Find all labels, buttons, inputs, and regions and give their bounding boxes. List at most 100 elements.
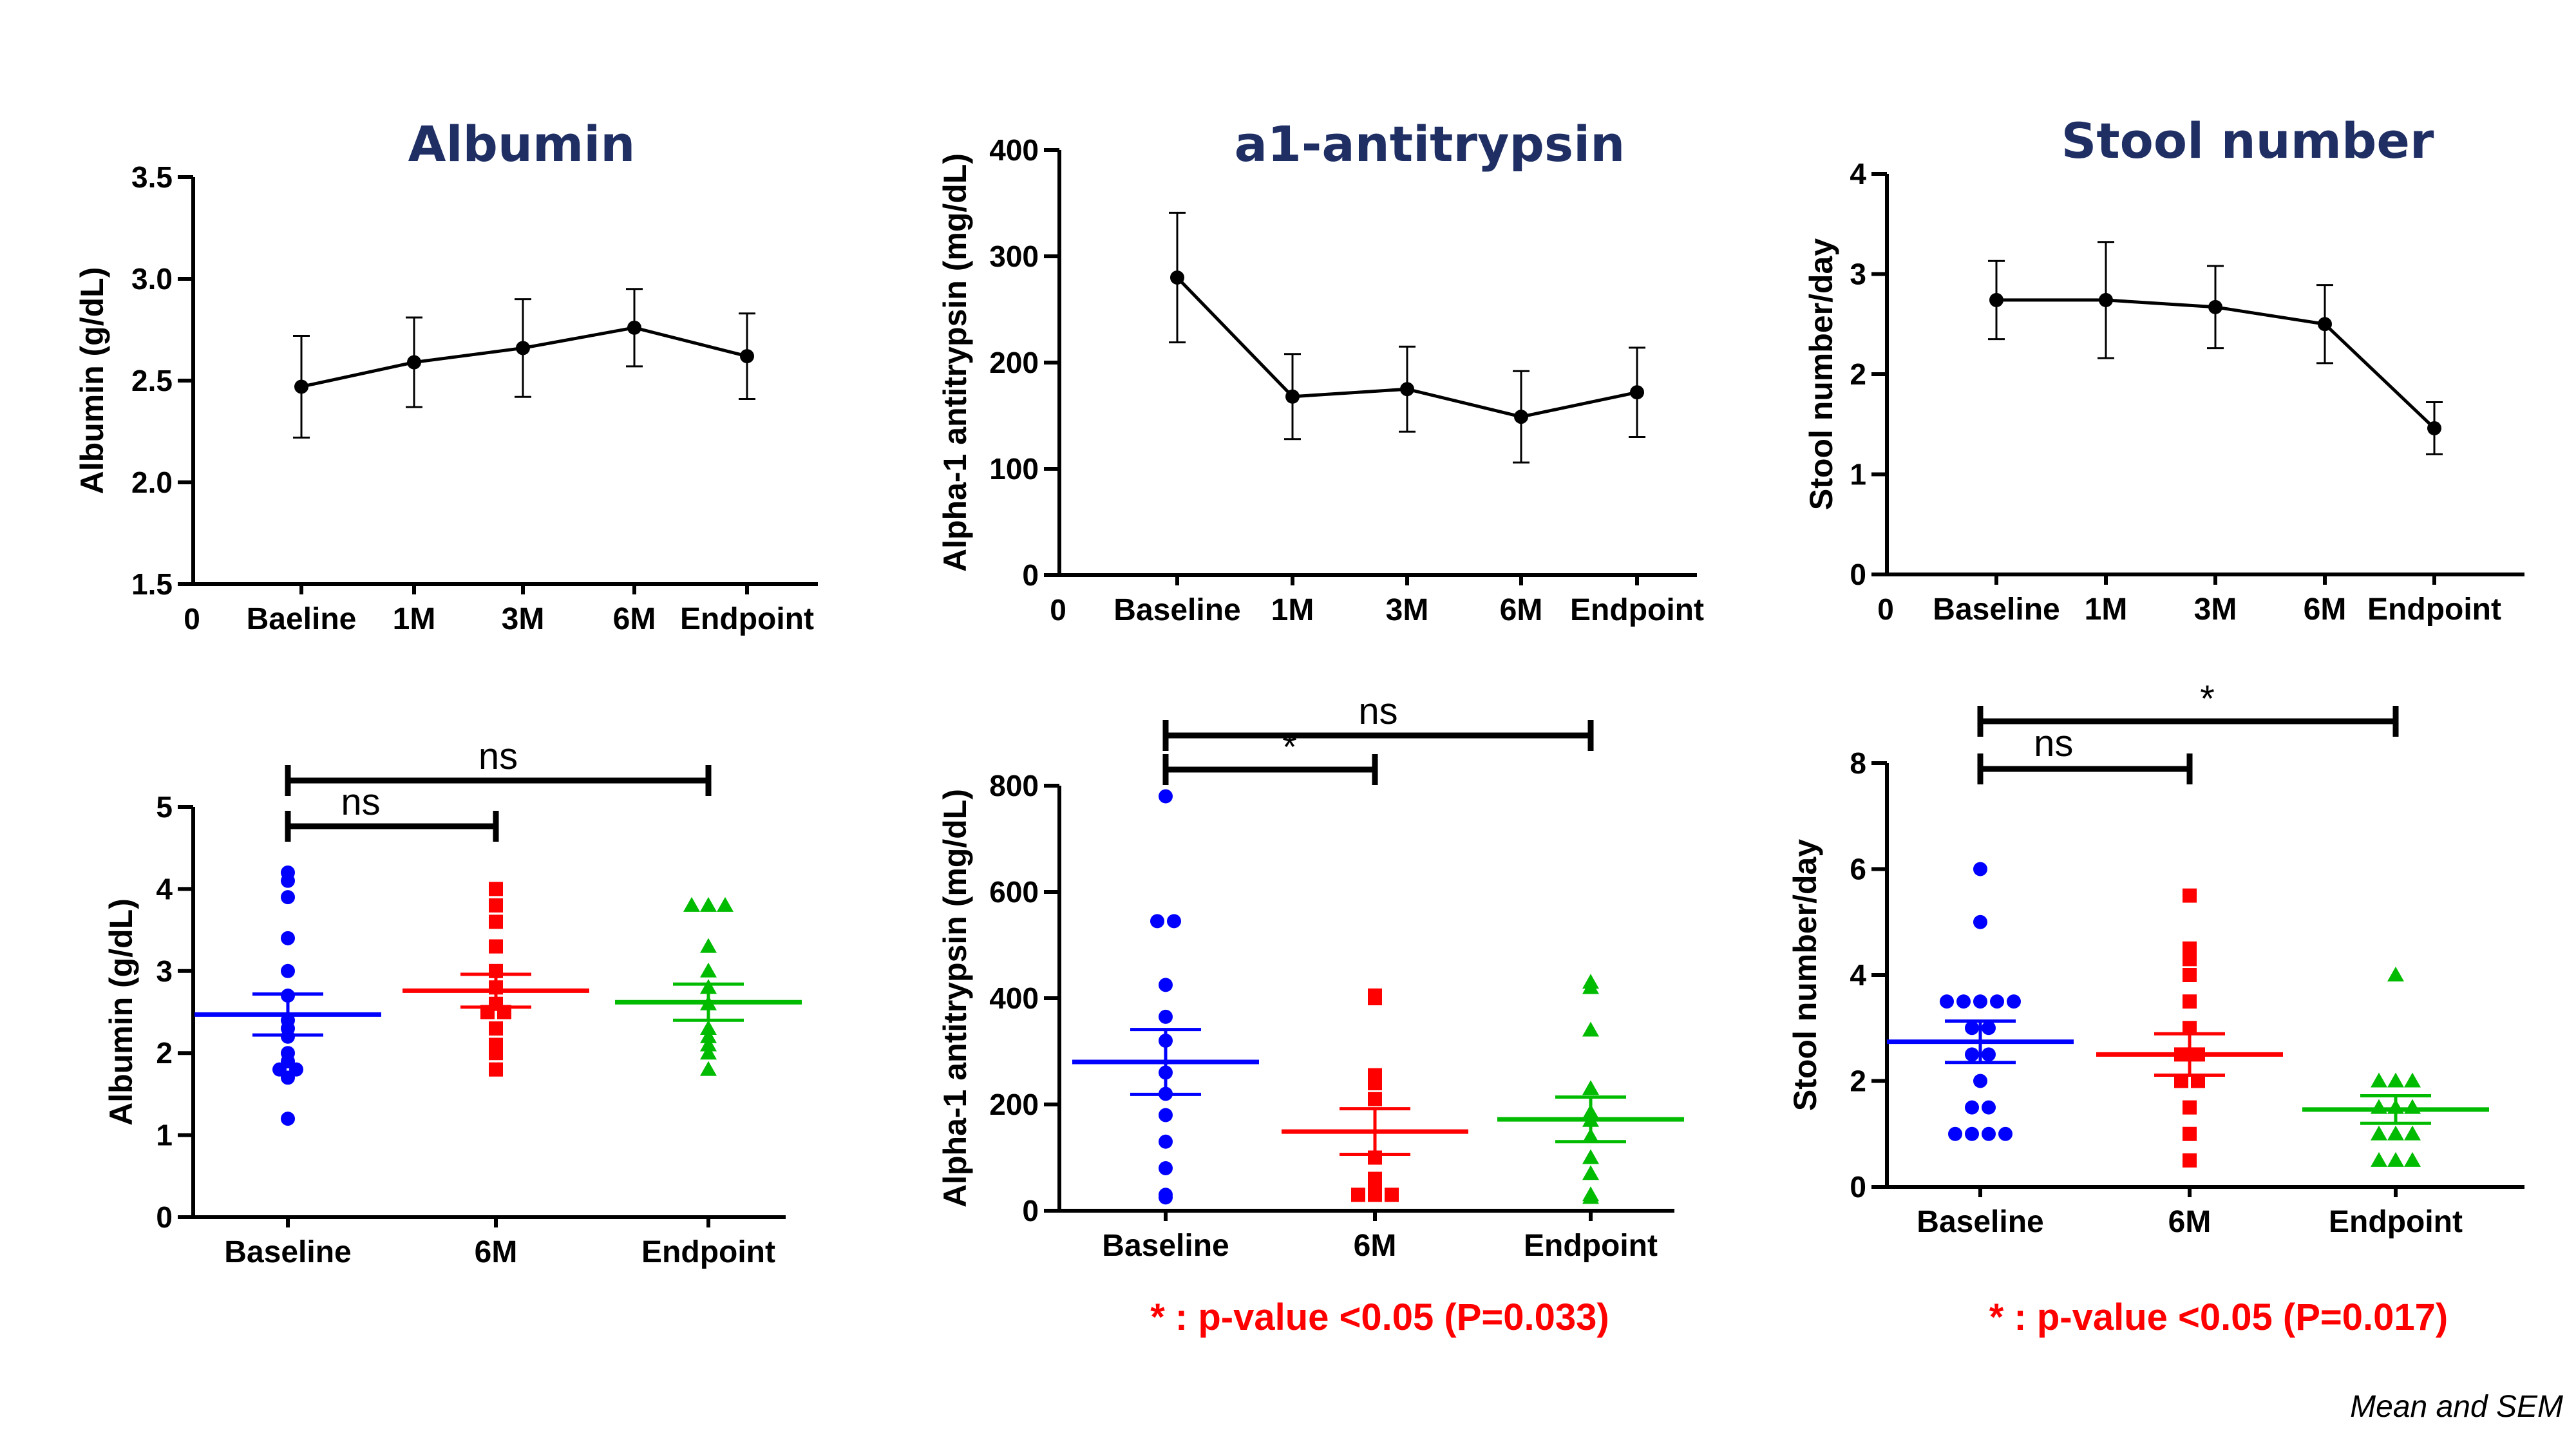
data-point [2371, 1151, 2387, 1167]
data-point [2174, 1074, 2188, 1088]
data-point [1948, 1126, 1962, 1141]
data-point [700, 896, 717, 912]
y-tick-label: 300 [989, 240, 1039, 273]
data-point [1973, 994, 1987, 1009]
data-point [1159, 1009, 1173, 1024]
scatter-chart-3: 0 1 2 3 4 5 Baseline 6M Endpoint Albumin (g/dL) ns… [103, 735, 802, 1269]
data-point [700, 1061, 717, 1076]
x-category-label: Endpoint [1524, 1229, 1658, 1263]
data-point [2387, 1072, 2404, 1088]
data-point [489, 1021, 503, 1036]
x-category-label: 6M [2304, 592, 2347, 627]
data-point [1973, 862, 1987, 876]
data-point [700, 938, 717, 953]
data-point [717, 896, 734, 912]
line-chart-2: Stool number 0 1 2 3 4 0 Baseline 1M 3M 6M Endpoint… [1803, 112, 2524, 627]
sem-bar [252, 992, 323, 1037]
x-category-label: Baseline [224, 1235, 351, 1269]
y-tick-label: 0 [1022, 558, 1039, 592]
data-point [1990, 994, 2004, 1009]
data-point [1982, 1126, 1996, 1141]
mean-point [627, 320, 641, 335]
data-point [1351, 1188, 1365, 1202]
data-point [489, 898, 503, 913]
x-category-label: 3M [2194, 592, 2237, 627]
mean-point [1400, 382, 1414, 397]
scatter-chart-5: 0 2 4 6 8 Baseline 6M Endpoint Stool number/day n… [1787, 678, 2524, 1338]
line-chart-1: a1-antitrypsin 0 100 200 300 400 0 Baseline 1M 3M… [937, 115, 1704, 627]
y-tick-label: 4 [1850, 157, 1866, 191]
data-point [1982, 1047, 1996, 1062]
mean-point [407, 355, 421, 370]
data-point [1982, 1021, 1996, 1036]
y-tick-label: 200 [989, 346, 1039, 379]
sem-bar [1340, 1107, 1410, 1157]
y-tick-label: 1 [1850, 458, 1866, 491]
y-tick-label: 5 [156, 790, 173, 824]
data-point [489, 914, 503, 929]
chart-title: Albumin [408, 115, 636, 173]
x-category-label: Baseline [1113, 593, 1240, 627]
x-category-label: Baseline [1102, 1229, 1229, 1263]
data-point [281, 1070, 295, 1085]
data-point [1159, 1190, 1173, 1205]
data-point [2183, 1153, 2197, 1168]
data-point [700, 1019, 717, 1035]
x-category-label: Baeline [247, 602, 357, 636]
data-point [1582, 979, 1599, 994]
y-tick-label: 2 [1850, 1065, 1866, 1098]
data-point [2183, 1126, 2197, 1141]
data-point [2183, 968, 2197, 982]
x-category-label: 6M [1354, 1229, 1397, 1263]
y-tick-label: 3.5 [131, 160, 173, 194]
data-point [1582, 1189, 1599, 1204]
y-tick-label: 4 [1850, 958, 1866, 992]
mean-point [2318, 317, 2332, 332]
data-point [2191, 1074, 2205, 1088]
data-point [2183, 888, 2197, 903]
sem-bar [1130, 1028, 1201, 1096]
x-category-label: 6M [613, 602, 656, 636]
data-point [1965, 1021, 1979, 1036]
data-point [1167, 914, 1181, 929]
y-tick-label: 0 [1850, 558, 1866, 591]
significance-label: ns [478, 735, 518, 777]
y-tick-label: 0 [1022, 1194, 1039, 1227]
data-point [1965, 1126, 1979, 1141]
y-tick-label: 400 [989, 133, 1039, 167]
mean-point [2099, 292, 2113, 307]
significance-bracket [285, 765, 712, 796]
data-point [1159, 978, 1173, 992]
data-point [1159, 1108, 1173, 1122]
data-point [2371, 1072, 2387, 1088]
data-point [700, 1028, 717, 1043]
y-tick-label: 4 [156, 872, 173, 905]
sem-bar [1945, 1019, 2016, 1065]
mean-point [1285, 389, 1300, 404]
y-tick-label: 2.0 [131, 466, 173, 499]
p-value-note: * : p-value <0.05 (P=0.033) [1150, 1296, 1609, 1338]
data-point [1965, 1100, 1979, 1115]
y-tick-label: 1 [156, 1119, 173, 1152]
y-tick-label: 100 [989, 452, 1039, 486]
significance-bracket [1977, 706, 2399, 737]
y-tick-label: 2 [1850, 357, 1866, 391]
data-point [489, 882, 503, 896]
data-point [1965, 1047, 1979, 1062]
data-point [1973, 1074, 1987, 1088]
data-point [281, 931, 295, 945]
data-point [700, 1036, 717, 1052]
mean-line [301, 326, 748, 388]
data-point [489, 1046, 503, 1061]
significance-bracket [1977, 753, 2193, 784]
y-tick-label: 600 [989, 875, 1039, 909]
y-tick-label: 3 [1850, 258, 1866, 291]
data-point [700, 962, 717, 978]
axes [1057, 786, 1674, 1213]
y-axis-label: Alpha-1 antitrypsin (mg/dL) [937, 789, 973, 1208]
data-point [1956, 994, 1971, 1009]
data-point [1159, 1134, 1173, 1149]
data-point [2371, 1125, 2387, 1141]
mean-point [1170, 270, 1184, 285]
x-category-label: 1M [1271, 593, 1314, 627]
